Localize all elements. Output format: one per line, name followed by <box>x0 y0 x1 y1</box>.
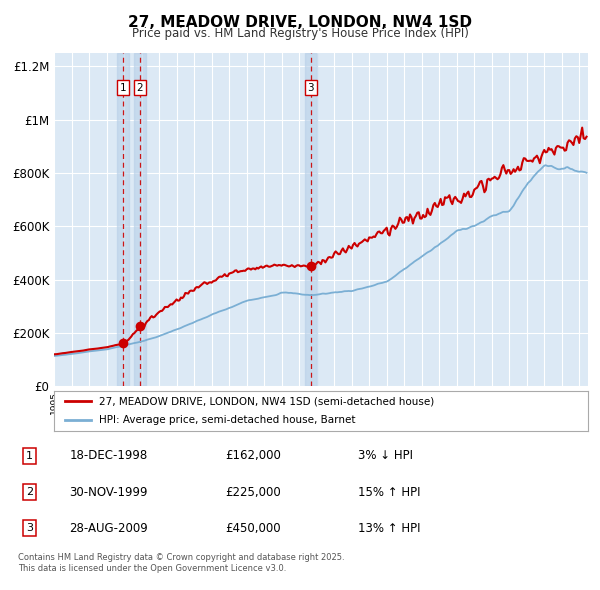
Text: 2: 2 <box>26 487 33 497</box>
Bar <box>134 53 146 386</box>
Text: 18-DEC-1998: 18-DEC-1998 <box>70 450 148 463</box>
Text: 1: 1 <box>26 451 33 461</box>
Text: 3% ↓ HPI: 3% ↓ HPI <box>358 450 413 463</box>
Text: £450,000: £450,000 <box>225 522 281 535</box>
Text: 3: 3 <box>307 83 314 93</box>
Bar <box>305 53 317 386</box>
Text: HPI: Average price, semi-detached house, Barnet: HPI: Average price, semi-detached house,… <box>100 415 356 425</box>
Text: 1: 1 <box>120 83 127 93</box>
Text: 27, MEADOW DRIVE, LONDON, NW4 1SD: 27, MEADOW DRIVE, LONDON, NW4 1SD <box>128 15 472 30</box>
Text: 27, MEADOW DRIVE, LONDON, NW4 1SD (semi-detached house): 27, MEADOW DRIVE, LONDON, NW4 1SD (semi-… <box>100 396 434 407</box>
Text: 30-NOV-1999: 30-NOV-1999 <box>70 486 148 499</box>
Text: £225,000: £225,000 <box>225 486 281 499</box>
Text: 13% ↑ HPI: 13% ↑ HPI <box>358 522 420 535</box>
Text: 2: 2 <box>137 83 143 93</box>
Text: Price paid vs. HM Land Registry's House Price Index (HPI): Price paid vs. HM Land Registry's House … <box>131 27 469 40</box>
Bar <box>117 53 130 386</box>
Text: £162,000: £162,000 <box>225 450 281 463</box>
Text: 3: 3 <box>26 523 33 533</box>
Text: 15% ↑ HPI: 15% ↑ HPI <box>358 486 420 499</box>
Text: Contains HM Land Registry data © Crown copyright and database right 2025.
This d: Contains HM Land Registry data © Crown c… <box>18 553 344 573</box>
Text: 28-AUG-2009: 28-AUG-2009 <box>70 522 148 535</box>
